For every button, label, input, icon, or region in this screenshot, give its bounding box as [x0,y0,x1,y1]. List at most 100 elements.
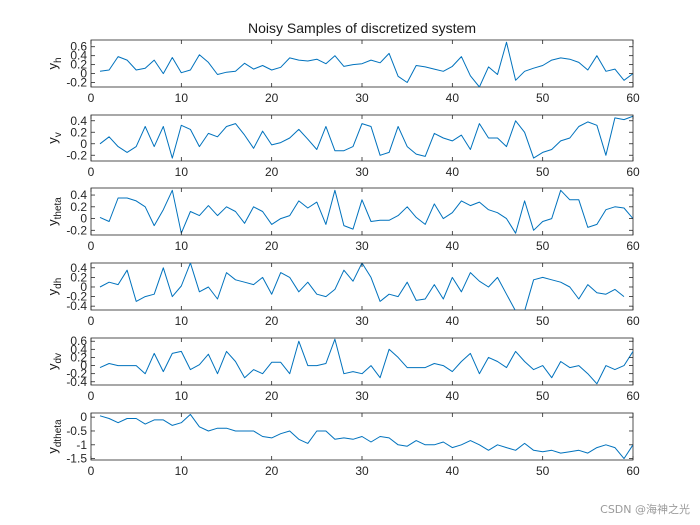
x-tick-label: 40 [446,239,460,253]
y-tick-label: 0 [80,67,87,81]
x-tick-label: 50 [536,239,550,253]
x-tick-label: 60 [626,464,640,478]
y-axis-label-base: y [45,363,60,370]
x-tick-label: 0 [88,91,95,105]
y-tick-label: 0.2 [70,200,87,214]
y-tick-label: -0.2 [66,148,87,162]
y-axis-label-subscript: dh [53,278,64,289]
y-tick-label: 0 [80,212,87,226]
axes-box [90,187,634,236]
y-tick-label: 0.4 [70,188,87,202]
y-axis-label: ydv [45,353,64,370]
series-line-v [99,115,633,159]
x-tick-label: 40 [446,314,460,328]
x-tick-label: 20 [265,389,279,403]
x-tick-label: 40 [446,464,460,478]
x-tick-label: 40 [446,389,460,403]
axes-box [90,337,634,386]
y-tick-label: 0.6 [70,40,87,54]
x-tick-label: 20 [265,464,279,478]
y-tick-label: 0.4 [70,342,87,356]
y-tick-label: 0 [80,280,87,294]
y-axis-label: yh [45,57,64,69]
series-line-dtheta [99,413,633,460]
y-tick-label: 0.2 [70,270,87,284]
y-tick-label: 0 [80,137,87,151]
axes-box [90,262,634,311]
y-axis-label-subscript: dv [53,353,64,364]
x-tick-label: 50 [536,464,550,478]
y-tick-label: 0.4 [70,261,87,275]
y-tick-label: -0.2 [66,76,87,90]
y-tick-label: 0.4 [70,114,87,128]
series-line-dv [99,338,633,385]
x-tick-label: 30 [355,464,369,478]
x-tick-label: 30 [355,165,369,179]
watermark: CSDN @海神之光 [600,503,690,516]
x-tick-label: 60 [626,91,640,105]
y-tick-label: 0 [80,410,87,424]
x-tick-label: 20 [265,239,279,253]
x-tick-label: 10 [175,239,189,253]
y-axis-label-base: y [45,447,60,454]
y-tick-label: 0.2 [70,58,87,72]
y-axis-label: ydh [45,278,64,296]
x-tick-label: 30 [355,239,369,253]
x-tick-label: 50 [536,91,550,105]
series-line-theta [99,189,633,234]
y-axis-label-subscript: v [53,132,64,137]
x-tick-label: 50 [536,165,550,179]
x-tick-label: 10 [175,91,189,105]
x-tick-label: 60 [626,239,640,253]
x-tick-label: 30 [355,314,369,328]
series-line-h [99,41,633,87]
x-tick-label: 10 [175,464,189,478]
y-axis-label-base: y [45,137,60,144]
subplot-v: 0 10 20 30 40 50 60-0.200.20.4yv [45,114,640,179]
y-tick-label: 0.2 [70,350,87,364]
x-tick-label: 40 [446,165,460,179]
x-tick-label: 50 [536,389,550,403]
y-axis-label-subscript: h [53,57,64,63]
y-axis-label: yv [45,132,64,144]
x-tick-label: 60 [626,165,640,179]
axes-box [90,114,634,162]
y-axis-label: ytheta [45,197,64,226]
y-tick-label: 0.6 [70,334,87,348]
figure-title: Noisy Samples of discretized system [248,20,476,36]
y-axis-label-base: y [45,288,60,295]
x-tick-label: 0 [88,165,95,179]
x-tick-label: 40 [446,91,460,105]
y-tick-label: -0.4 [66,375,87,389]
y-tick-label: 0.4 [70,49,87,63]
x-tick-label: 60 [626,389,640,403]
y-tick-label: -0.2 [66,223,87,237]
y-axis-label-subscript: theta [53,197,64,220]
x-tick-label: 10 [175,314,189,328]
subplot-h: 0 10 20 30 40 50 60-0.200.20.40.6yh [45,39,640,105]
y-axis-label-base: y [45,219,60,226]
series-line-dh [99,263,625,310]
y-axis-label-subscript: dtheta [53,419,64,447]
y-axis-label: ydtheta [45,419,64,454]
x-tick-label: 0 [88,239,95,253]
y-axis-label-base: y [45,63,60,70]
y-tick-label: 0 [80,359,87,373]
x-tick-label: 30 [355,91,369,105]
y-tick-label: -0.5 [66,424,87,438]
y-tick-label: -0.2 [66,367,87,381]
y-tick-label: -0.4 [66,299,87,313]
x-tick-label: 0 [88,314,95,328]
x-tick-label: 20 [265,165,279,179]
y-tick-label: -0.2 [66,290,87,304]
x-tick-label: 0 [88,389,95,403]
y-tick-label: 0.2 [70,125,87,139]
x-tick-label: 0 [88,464,95,478]
x-tick-label: 20 [265,314,279,328]
